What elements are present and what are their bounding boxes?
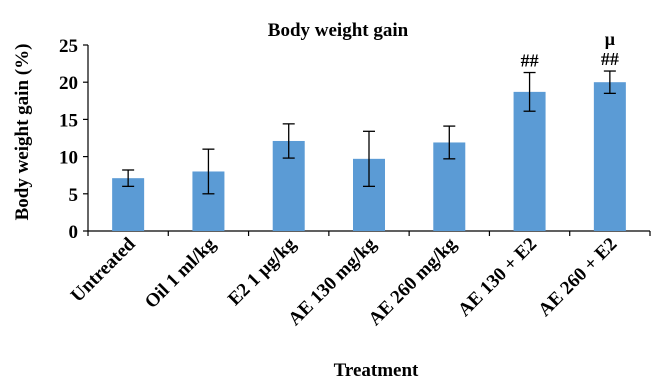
significance-marker: ## xyxy=(521,51,539,71)
significance-marker: μ xyxy=(605,29,615,49)
y-tick-label: 15 xyxy=(59,110,78,131)
x-tick-label: AE 130 + E2 xyxy=(454,234,541,321)
x-tick-label: Untreated xyxy=(67,233,140,306)
y-axis-label: Body weight gain (%) xyxy=(12,44,33,221)
bar xyxy=(593,82,626,231)
x-tick-label: AE 260 + E2 xyxy=(534,234,621,321)
y-tick-label: 0 xyxy=(69,222,79,243)
significance-marker: ## xyxy=(601,49,619,69)
bar xyxy=(513,91,546,231)
y-tick-label: 10 xyxy=(59,148,78,169)
y-tick-label: 25 xyxy=(59,36,78,57)
x-axis-label: Treatment xyxy=(334,360,419,380)
x-tick-label: E2 1 μg/kg xyxy=(224,233,301,310)
y-tick-label: 5 xyxy=(69,185,79,206)
plot-area: 0 5 10 15 20 25 Untreated Oil 1 ml/kg E2 1 μg/kg… xyxy=(59,29,651,330)
x-tick-label: Oil 1 ml/kg xyxy=(141,233,220,312)
chart-title: Body weight gain xyxy=(268,20,409,41)
y-tick-label: 20 xyxy=(59,73,78,94)
